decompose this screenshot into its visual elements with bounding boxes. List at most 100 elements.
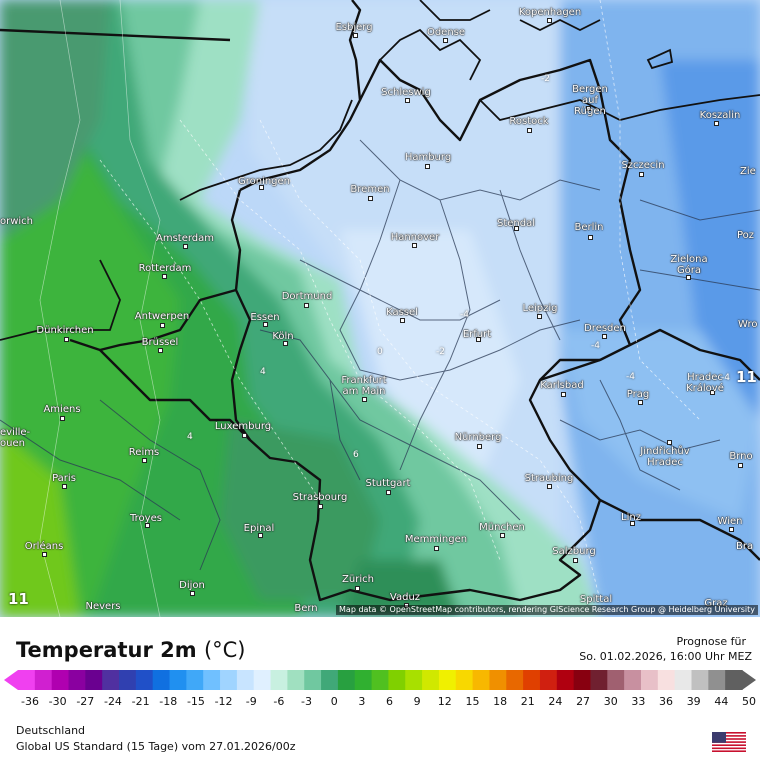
city-hamburg: Hamburg: [404, 152, 452, 163]
city-troyes: Troyes: [130, 513, 162, 524]
scale-swatch: [506, 670, 524, 690]
city-stuttgart: Stuttgart: [365, 478, 411, 489]
scale-tick-label: 0: [330, 695, 338, 708]
city-vaduz: Vaduz: [389, 592, 421, 603]
scale-tick-label: 12: [437, 695, 452, 708]
city-dot: [355, 586, 360, 591]
color-scale-bar: [4, 670, 756, 690]
city-antwerpen: Antwerpen: [134, 311, 190, 322]
forecast-label: Prognose für: [676, 635, 747, 648]
city-dot: [476, 337, 481, 342]
weather-map[interactable]: Esbjerg Odense Kopenhagen Schleswig Berg…: [0, 0, 760, 617]
city-dot: [443, 38, 448, 43]
scale-tick-label: 30: [603, 695, 618, 708]
city-strasbourg: Strasbourg: [292, 492, 348, 503]
city-amsterdam: Amsterdam: [155, 233, 215, 244]
city-poznan-partial: Poz: [737, 230, 755, 241]
isoline-label: 6: [353, 450, 359, 460]
city-jindrichuv-hradec: Jindřichův Hradec: [640, 446, 690, 468]
scale-swatch: [186, 670, 204, 690]
city-hannover: Hannover: [390, 232, 440, 243]
city-reims: Reims: [128, 447, 160, 458]
city-paris: Paris: [52, 473, 76, 484]
city-kopenhagen: Kopenhagen: [518, 7, 582, 18]
city-koeln: Köln: [272, 331, 294, 342]
scale-swatch: [220, 670, 238, 690]
city-dot: [62, 484, 67, 489]
city-dot: [547, 18, 552, 23]
scale-tick-label: -3: [301, 695, 313, 708]
city-dot: [242, 433, 247, 438]
forecast-time: So. 01.02.2026, 16:00 Uhr MEZ: [579, 650, 752, 663]
city-dot: [514, 226, 519, 231]
scale-tick-label: 33: [631, 695, 646, 708]
city-straubing: Straubing: [524, 473, 574, 484]
city-dot: [362, 397, 367, 402]
city-amiens: Amiens: [43, 404, 81, 415]
scale-swatch: [405, 670, 423, 690]
city-koszalin: Koszalin: [699, 110, 741, 121]
region-label: Deutschland: [16, 724, 86, 737]
city-wroclaw-partial: Wro: [738, 319, 758, 330]
city-rostock: Rostock: [509, 116, 549, 127]
scale-tick-label: 39: [686, 695, 701, 708]
scale-swatch: [51, 670, 70, 690]
city-dot: [738, 463, 743, 468]
scale-swatch: [708, 670, 726, 690]
scale-tick-label: -6: [273, 695, 285, 708]
city-epinal: Epinal: [243, 523, 275, 534]
city-orleans: Orléans: [24, 541, 64, 552]
scale-tick-label: 18: [493, 695, 508, 708]
city-memmingen: Memmingen: [404, 534, 468, 545]
scale-tick-label: 21: [520, 695, 535, 708]
city-dot: [686, 275, 691, 280]
map-marker-left: 11: [8, 590, 29, 608]
scale-tick-label: -21: [131, 695, 150, 708]
city-bruessel: Brüssel: [141, 337, 179, 348]
scale-swatch: [590, 670, 608, 690]
city-nuernberg: Nürnberg: [454, 432, 502, 443]
map-attribution: Map data © OpenStreetMap contributors, r…: [336, 605, 758, 615]
city-brno: Brno: [729, 451, 753, 462]
city-zielona-partial: Zie: [740, 166, 756, 177]
city-dot: [588, 235, 593, 240]
city-dresden: Dresden: [584, 323, 626, 334]
city-kassel: Kassel: [386, 307, 418, 318]
title-unit: (°C): [203, 638, 246, 662]
city-dot: [259, 185, 264, 190]
scale-tick-label: -30: [48, 695, 67, 708]
scale-swatch: [455, 670, 474, 690]
isoline-label: 4: [260, 367, 266, 377]
city-dot: [630, 521, 635, 526]
city-hradec-kralove: Hradec Králové: [686, 372, 724, 394]
city-essen: Essen: [250, 312, 280, 323]
scale-swatch: [674, 670, 693, 690]
city-wien: Wien: [717, 516, 743, 527]
city-dot: [547, 484, 552, 489]
scale-swatch: [624, 670, 642, 690]
model-info: Global US Standard (15 Tage) vom 27.01.2…: [16, 740, 296, 753]
city-dot: [667, 440, 672, 445]
isoline-label: -4: [721, 373, 730, 383]
city-dot: [527, 128, 532, 133]
city-schleswig: Schleswig: [381, 87, 431, 98]
city-dot: [425, 164, 430, 169]
scale-tick-label: 44: [714, 695, 729, 708]
city-szczecin: Szczecin: [621, 160, 665, 171]
scale-tick-label: 6: [386, 695, 393, 708]
scale-tick-label: -15: [186, 695, 205, 708]
scale-swatch: [388, 670, 406, 690]
scale-swatch: [472, 670, 491, 690]
city-duenkirchen: Dünkirchen: [36, 325, 94, 336]
scale-swatch: [152, 670, 171, 690]
scale-swatch: [270, 670, 288, 690]
city-dot: [145, 523, 150, 528]
city-dot: [64, 337, 69, 342]
city-linz: Linz: [621, 512, 641, 523]
city-dot: [537, 314, 542, 319]
city-spittal: Spittal: [579, 594, 613, 605]
us-flag-icon[interactable]: [712, 732, 746, 752]
city-dot: [710, 390, 715, 395]
city-dot: [283, 341, 288, 346]
city-muenchen: München: [479, 522, 525, 533]
